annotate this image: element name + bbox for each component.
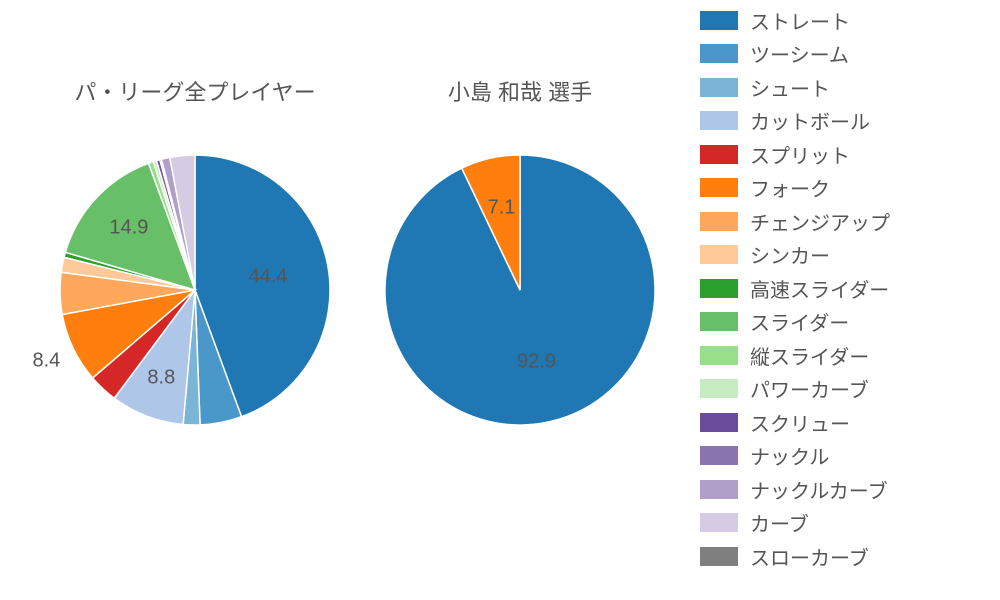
pie-slice-label: 92.9	[517, 351, 556, 374]
legend-label: ナックルカーブ	[750, 475, 888, 504]
legend: ストレートツーシームシュートカットボールスプリットフォークチェンジアップシンカー…	[700, 8, 980, 578]
legend-swatch	[700, 212, 738, 231]
legend-label: カーブ	[750, 508, 809, 537]
legend-swatch	[700, 145, 738, 164]
legend-label: 縦スライダー	[750, 341, 869, 370]
legend-item: ツーシーム	[700, 42, 980, 66]
legend-label: 高速スライダー	[750, 274, 889, 303]
legend-swatch	[700, 279, 738, 298]
legend-label: フォーク	[750, 173, 830, 202]
legend-label: チェンジアップ	[750, 207, 890, 236]
legend-item: チェンジアップ	[700, 209, 980, 233]
legend-swatch	[700, 547, 738, 566]
legend-swatch	[700, 513, 738, 532]
legend-item: ストレート	[700, 8, 980, 32]
legend-item: シンカー	[700, 243, 980, 267]
legend-label: パワーカーブ	[750, 374, 869, 403]
pie-slice-label: 14.9	[109, 217, 148, 240]
legend-swatch	[700, 379, 738, 398]
legend-label: スローカーブ	[750, 542, 869, 571]
legend-label: スライダー	[750, 307, 849, 336]
legend-swatch	[700, 446, 738, 465]
legend-label: スプリット	[750, 140, 850, 169]
chart-title: パ・リーグ全プレイヤー	[55, 75, 335, 107]
legend-item: ナックルカーブ	[700, 477, 980, 501]
legend-item: フォーク	[700, 176, 980, 200]
legend-swatch	[700, 78, 738, 97]
legend-item: シュート	[700, 75, 980, 99]
legend-item: カーブ	[700, 511, 980, 535]
legend-swatch	[700, 312, 738, 331]
legend-item: 高速スライダー	[700, 276, 980, 300]
legend-swatch	[700, 480, 738, 499]
legend-label: ナックル	[750, 441, 829, 470]
chart-title: 小島 和哉 選手	[380, 75, 660, 107]
pie-slice-label: 8.4	[33, 350, 61, 373]
legend-label: ストレート	[750, 6, 850, 35]
legend-label: ツーシーム	[750, 39, 849, 68]
legend-label: シュート	[750, 73, 830, 102]
legend-label: スクリュー	[750, 408, 850, 437]
legend-swatch	[700, 413, 738, 432]
legend-swatch	[700, 245, 738, 264]
legend-item: スプリット	[700, 142, 980, 166]
legend-label: カットボール	[750, 106, 870, 135]
pie-slice-label: 8.8	[147, 367, 175, 390]
legend-swatch	[700, 44, 738, 63]
legend-item: パワーカーブ	[700, 377, 980, 401]
legend-label: シンカー	[750, 240, 830, 269]
legend-swatch	[700, 178, 738, 197]
legend-item: ナックル	[700, 444, 980, 468]
legend-swatch	[700, 346, 738, 365]
pie-slice-label: 44.4	[249, 266, 288, 289]
chart-container: パ・リーグ全プレイヤー 小島 和哉 選手 44.4 8.8 8.4 14.9 92.9 7.…	[0, 0, 1000, 600]
legend-item: 縦スライダー	[700, 343, 980, 367]
pie-slice-label: 7.1	[488, 197, 516, 220]
legend-swatch	[700, 111, 738, 130]
legend-swatch	[700, 11, 738, 30]
legend-item: カットボール	[700, 109, 980, 133]
legend-item: スライダー	[700, 310, 980, 334]
legend-item: スローカーブ	[700, 544, 980, 568]
legend-item: スクリュー	[700, 410, 980, 434]
